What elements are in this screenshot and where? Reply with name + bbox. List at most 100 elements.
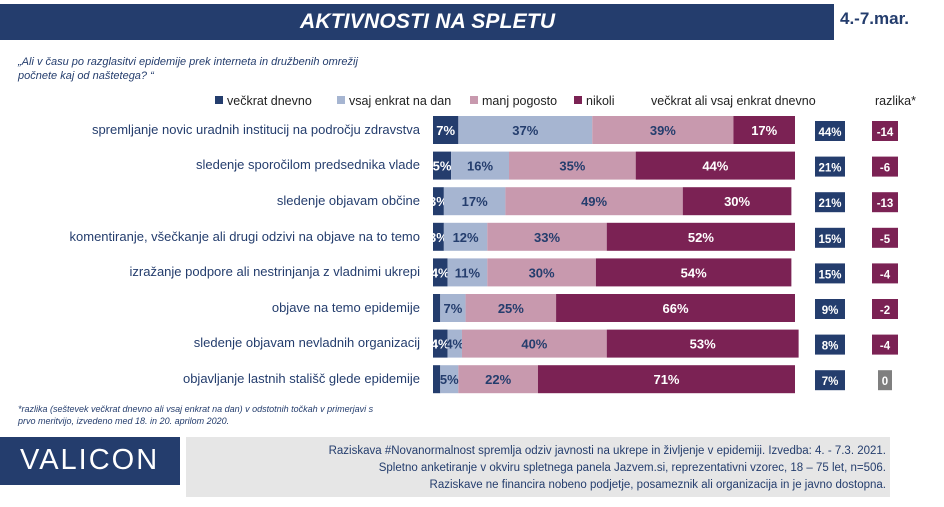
- legend-label: manj pogosto: [482, 94, 558, 108]
- bar-segment: [447, 329, 462, 358]
- data-label: 7%: [444, 301, 463, 316]
- difference-value: -4: [880, 341, 891, 353]
- difference-box: [872, 227, 898, 248]
- combined-box: [815, 263, 845, 284]
- difference-value: -6: [880, 163, 890, 175]
- info-line: Raziskava #Novanormalnost spremlja odziv…: [328, 445, 886, 457]
- row-label: objave na temo epidemije: [271, 300, 420, 315]
- difference-box: [872, 299, 898, 319]
- legend-label: večkrat dnevno: [227, 94, 312, 108]
- data-label: 25%: [498, 301, 524, 316]
- legend-label: vsaj enkrat na dan: [349, 94, 452, 108]
- bar-segment: [440, 365, 459, 394]
- data-label: 53%: [690, 337, 716, 352]
- data-label: 35%: [559, 159, 585, 174]
- info-line: Raziskave ne financira nobeno podjetje, …: [429, 479, 886, 491]
- bar-segment: [606, 222, 795, 251]
- bar-segment: [433, 222, 444, 251]
- bar-segment: [447, 258, 488, 287]
- legend-swatch: [574, 96, 582, 104]
- combined-box: [815, 227, 845, 248]
- combined-value: 8%: [822, 341, 839, 353]
- row-label: izražanje podpore ali nestrinjanja z vla…: [129, 264, 421, 279]
- data-label: 11%: [455, 265, 481, 280]
- data-label: 66%: [663, 301, 689, 316]
- data-label: 39%: [650, 123, 676, 138]
- data-label: 17%: [751, 123, 777, 138]
- difference-value: 0: [882, 376, 888, 388]
- combined-box: [815, 370, 845, 391]
- difference-value: -14: [877, 127, 894, 139]
- difference-box: [872, 192, 898, 213]
- data-label: 49%: [581, 194, 607, 209]
- combined-value: 44%: [818, 127, 841, 139]
- bar-segment: [592, 116, 734, 144]
- bar-segment: [433, 294, 441, 322]
- bar-segment: [635, 151, 795, 180]
- difference-column-header: razlika*: [875, 94, 916, 108]
- combined-box: [815, 334, 845, 355]
- combined-value: 21%: [818, 198, 841, 210]
- combined-value: 15%: [818, 269, 841, 281]
- legend-item-never: nikoli: [574, 94, 615, 108]
- data-label: 54%: [681, 265, 707, 280]
- data-label: 71%: [653, 372, 679, 387]
- data-label: 3%: [429, 194, 448, 209]
- difference-value: -2: [880, 305, 890, 317]
- bar-segment: [733, 116, 795, 144]
- difference-box: [872, 156, 898, 177]
- combined-box: [815, 192, 845, 213]
- data-label: 5%: [440, 372, 459, 387]
- valicon-logo: VALICON: [20, 444, 160, 476]
- survey-date: 4.-7.mar.: [840, 9, 909, 28]
- bar-segment: [537, 365, 795, 394]
- info-line: Spletno anketiranje v okviru spletnega p…: [378, 462, 886, 474]
- data-label: 4%: [431, 337, 450, 352]
- row-label: objavljanje lastnih stališč glede epidem…: [182, 371, 420, 386]
- row-label: sledenje sporočilom predsednika vlade: [195, 157, 420, 172]
- survey-question: „Ali v času po razglasitvi epidemije pre…: [18, 56, 358, 82]
- combined-value: 7%: [822, 376, 839, 388]
- bar-segment: [505, 187, 683, 216]
- footnote: *razlika (seštevek večkrat dnevno ali vs…: [18, 404, 374, 426]
- difference-value: -4: [880, 269, 891, 281]
- combined-value: 9%: [822, 305, 839, 317]
- data-label: 52%: [688, 230, 714, 245]
- bar-segment: [433, 329, 448, 358]
- row-label: sledenje objavam občine: [276, 193, 420, 208]
- combined-value: 15%: [818, 234, 841, 246]
- legend-item-less-often: manj pogosto: [470, 94, 557, 108]
- combined-value: 21%: [818, 163, 841, 175]
- bar-segment: [465, 294, 557, 322]
- logo-band: [0, 437, 180, 485]
- data-label: 22%: [485, 372, 511, 387]
- data-label: 12%: [453, 230, 479, 245]
- bar-segment: [458, 116, 593, 144]
- data-label: 30%: [529, 265, 555, 280]
- bar-segment: [458, 365, 538, 394]
- data-label: 40%: [521, 337, 547, 352]
- bar-segment: [451, 151, 510, 180]
- data-label: 3%: [429, 230, 448, 245]
- data-label: 17%: [462, 194, 488, 209]
- info-band: [186, 437, 890, 497]
- bar-segment: [443, 187, 506, 216]
- difference-box: [872, 334, 898, 355]
- bar-segment: [433, 116, 459, 144]
- data-label: 4%: [431, 265, 450, 280]
- data-label: 7%: [436, 123, 455, 138]
- difference-box: [872, 121, 898, 141]
- bar-segment: [440, 294, 466, 322]
- bar-segment: [509, 151, 636, 180]
- data-label: 5%: [433, 159, 452, 174]
- bar-segment: [487, 258, 596, 287]
- data-label: 16%: [467, 159, 493, 174]
- difference-box: [872, 263, 898, 284]
- bar-segment: [433, 365, 441, 394]
- legend-swatch: [470, 96, 478, 104]
- row-label: spremljanje novic uradnih institucij na …: [91, 122, 420, 137]
- legend-item-daily: vsaj enkrat na dan: [337, 94, 451, 108]
- bar-segment: [556, 294, 795, 322]
- combined-column-header: večkrat ali vsaj enkrat dnevno: [651, 94, 816, 108]
